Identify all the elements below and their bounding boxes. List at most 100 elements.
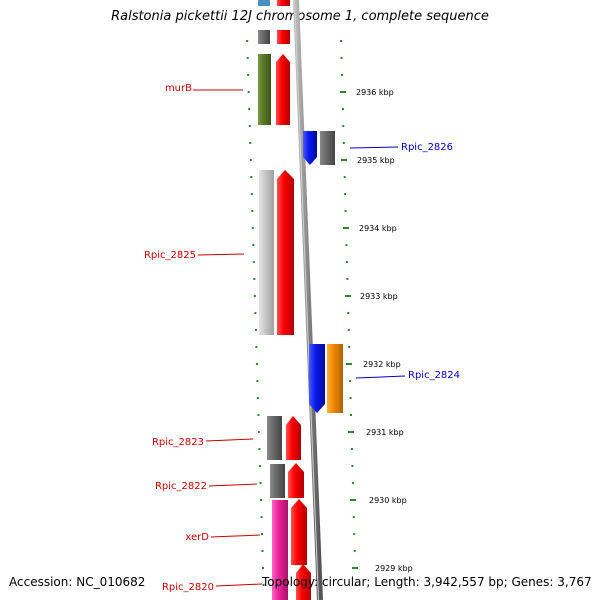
ruler-label: 2931 kbp bbox=[366, 428, 404, 437]
ruler-label: 2935 kbp bbox=[357, 156, 395, 165]
track-dot bbox=[260, 516, 263, 518]
track-dot bbox=[340, 40, 343, 42]
ruler-tick bbox=[340, 91, 346, 93]
track-dot bbox=[255, 346, 258, 348]
track-dot bbox=[343, 176, 346, 178]
track-dot bbox=[346, 278, 349, 280]
track-dot bbox=[249, 142, 252, 144]
track-dot bbox=[250, 176, 253, 178]
gene-rpic-2824[interactable] bbox=[309, 344, 325, 413]
leader-line bbox=[215, 583, 263, 587]
gene-murb[interactable] bbox=[258, 54, 271, 125]
track-dot bbox=[262, 567, 264, 569]
leader-line bbox=[197, 253, 245, 256]
gene-rpic-2823[interactable] bbox=[267, 416, 282, 460]
track-dot bbox=[349, 380, 352, 382]
gene-label-rpic-2825[interactable]: Rpic_2825 bbox=[144, 250, 196, 261]
accession-text: Accession: NC_010682 bbox=[9, 575, 146, 589]
track-dot bbox=[258, 448, 261, 450]
gene-label-rpic-2824[interactable]: Rpic_2824 bbox=[408, 370, 460, 381]
leader-line bbox=[349, 146, 399, 149]
gene-feature[interactable] bbox=[277, 30, 290, 44]
track-dot bbox=[345, 244, 348, 246]
track-dot bbox=[349, 397, 352, 399]
track-dot bbox=[253, 278, 256, 280]
track-dot bbox=[251, 210, 254, 212]
backbone-highlight bbox=[294, 0, 319, 600]
ruler-tick bbox=[345, 295, 351, 297]
ruler-tick bbox=[343, 227, 349, 229]
track-dot bbox=[344, 210, 347, 212]
track-dot bbox=[353, 533, 356, 535]
track-dot bbox=[250, 193, 253, 195]
track-dot bbox=[350, 448, 353, 450]
gene-label-rpic-2822[interactable]: Rpic_2822 bbox=[155, 481, 207, 492]
gene-label-murb[interactable]: murB bbox=[165, 83, 192, 94]
track-dot bbox=[342, 125, 345, 127]
map-title: Ralstonia pickettii 12J chromosome 1, co… bbox=[111, 9, 489, 24]
chromosome-backbone bbox=[293, 0, 323, 600]
gene-label-rpic-2820[interactable]: Rpic_2820 bbox=[162, 582, 214, 593]
track-dot bbox=[261, 550, 264, 552]
track-dot bbox=[255, 363, 258, 365]
track-dot bbox=[344, 193, 347, 195]
track-dot bbox=[351, 482, 354, 484]
track-dot bbox=[347, 329, 350, 331]
gene-xerd[interactable] bbox=[272, 500, 288, 600]
track-dot bbox=[256, 380, 259, 382]
track-dot bbox=[341, 74, 343, 76]
track-dot bbox=[261, 533, 263, 535]
gene-feature[interactable] bbox=[277, 170, 294, 335]
right-dotted-track bbox=[340, 40, 357, 586]
track-dot bbox=[246, 57, 249, 59]
gene-feature[interactable] bbox=[288, 463, 304, 498]
leader-line bbox=[205, 438, 254, 442]
gene-label-rpic-2823[interactable]: Rpic_2823 bbox=[152, 437, 204, 448]
gene-labels: murB Rpic_2826 Rpic_2825 Rpic_2824 Rpic_… bbox=[144, 83, 460, 593]
track-dot bbox=[347, 312, 350, 314]
track-dot bbox=[341, 108, 344, 110]
gene-feature[interactable] bbox=[258, 0, 270, 6]
gene-feature[interactable] bbox=[277, 0, 290, 6]
track-dot bbox=[247, 91, 250, 93]
track-dot bbox=[246, 40, 249, 42]
ruler-tick bbox=[352, 567, 358, 569]
gene-rpic-2826[interactable] bbox=[303, 131, 317, 165]
track-dot bbox=[253, 295, 256, 297]
track-dot bbox=[254, 312, 257, 314]
right-track-features bbox=[303, 131, 343, 413]
ruler-label: 2934 kbp bbox=[359, 224, 397, 233]
track-dot bbox=[251, 227, 254, 229]
track-dot bbox=[252, 261, 255, 263]
track-dot bbox=[340, 57, 343, 59]
track-dot bbox=[351, 465, 354, 467]
gene-rpic-2820[interactable] bbox=[296, 564, 311, 600]
gene-feature[interactable] bbox=[320, 131, 335, 165]
track-dot bbox=[262, 584, 265, 586]
topology-text: Topology: circular; Length: 3,942,557 bp… bbox=[262, 575, 592, 589]
gene-feature[interactable] bbox=[276, 54, 290, 125]
ruler-tick bbox=[346, 363, 352, 365]
gene-rpic-2822[interactable] bbox=[270, 464, 285, 498]
track-dot bbox=[257, 431, 260, 433]
track-dot bbox=[346, 261, 348, 263]
leader-line bbox=[355, 375, 406, 379]
track-dot bbox=[256, 397, 259, 399]
ruler-label: 2936 kbp bbox=[356, 88, 394, 97]
forward-strand-features bbox=[276, 0, 311, 600]
track-dot bbox=[248, 125, 251, 127]
gene-feature[interactable] bbox=[291, 499, 307, 565]
track-dot bbox=[249, 159, 252, 161]
ruler-label: 2932 kbp bbox=[363, 360, 401, 369]
track-dot bbox=[258, 465, 261, 467]
gene-label-xerd[interactable]: xerD bbox=[185, 532, 209, 543]
track-dot bbox=[248, 108, 251, 110]
track-dot bbox=[252, 244, 255, 246]
gene-feature[interactable] bbox=[327, 344, 343, 413]
gene-feature[interactable] bbox=[258, 30, 270, 44]
gene-rpic-2825[interactable] bbox=[259, 170, 274, 335]
gene-label-rpic-2826[interactable]: Rpic_2826 bbox=[401, 142, 453, 153]
track-dot bbox=[352, 516, 355, 518]
gene-feature[interactable] bbox=[286, 416, 301, 460]
